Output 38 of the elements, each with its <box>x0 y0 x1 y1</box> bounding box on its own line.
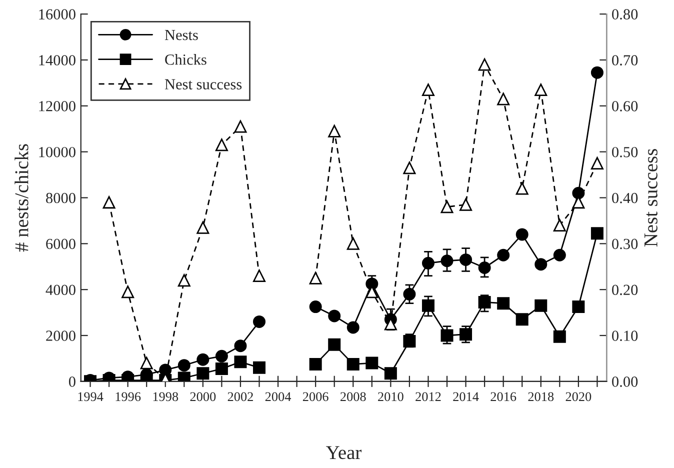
y-tick-label: 12000 <box>39 101 76 112</box>
y-tick-label: 4000 <box>46 284 76 296</box>
x-tick-label: 2002 <box>228 392 253 402</box>
x-tick-label: 2014 <box>453 392 479 402</box>
y-axis-title: # nests/chicks <box>14 144 28 252</box>
y-tick-label: 14000 <box>39 55 76 66</box>
y2-tick-label: 0.50 <box>612 146 638 158</box>
y-tick-label: 2000 <box>46 330 76 341</box>
x-tick-label: 1996 <box>116 392 141 402</box>
y2-tick-label: 0.80 <box>612 9 638 20</box>
x-tick-label: 2010 <box>378 392 404 402</box>
x-axis-title: Year <box>326 446 362 460</box>
y-tick-label: 6000 <box>46 238 76 250</box>
y2-tick-label: 0.60 <box>612 101 638 112</box>
y2-tick-label: 0.40 <box>612 192 638 204</box>
x-tick-label: 2020 <box>566 392 592 402</box>
y2-tick-label: 0.70 <box>612 55 638 66</box>
x-tick-label: 1994 <box>78 392 104 402</box>
y2-tick-label: 0.00 <box>612 376 638 387</box>
x-tick-label: 2006 <box>302 392 328 402</box>
y2-tick-label: 0.20 <box>612 284 638 296</box>
x-tick-label: 2018 <box>528 392 554 402</box>
x-tick-label: 2016 <box>490 392 516 402</box>
y-tick-label: 0 <box>68 376 76 387</box>
y2-tick-label: 0.30 <box>612 238 638 250</box>
y2-tick-label: 0.10 <box>612 330 638 342</box>
legend-label: Chicks <box>165 54 206 65</box>
y2-axis-title: Nest success <box>644 149 658 247</box>
y-tick-label: 10000 <box>39 146 76 158</box>
x-tick-label: 1998 <box>153 392 178 402</box>
y-tick-label: 8000 <box>46 192 76 204</box>
y-tick-label: 16000 <box>39 9 76 20</box>
legend-label: Nest success <box>164 79 242 90</box>
x-tick-label: 2004 <box>265 392 292 402</box>
x-tick-label: 2008 <box>340 392 366 402</box>
legend-label: Nests <box>164 30 198 40</box>
x-tick-label: 2012 <box>416 392 441 402</box>
x-tick-label: 2000 <box>190 392 216 402</box>
